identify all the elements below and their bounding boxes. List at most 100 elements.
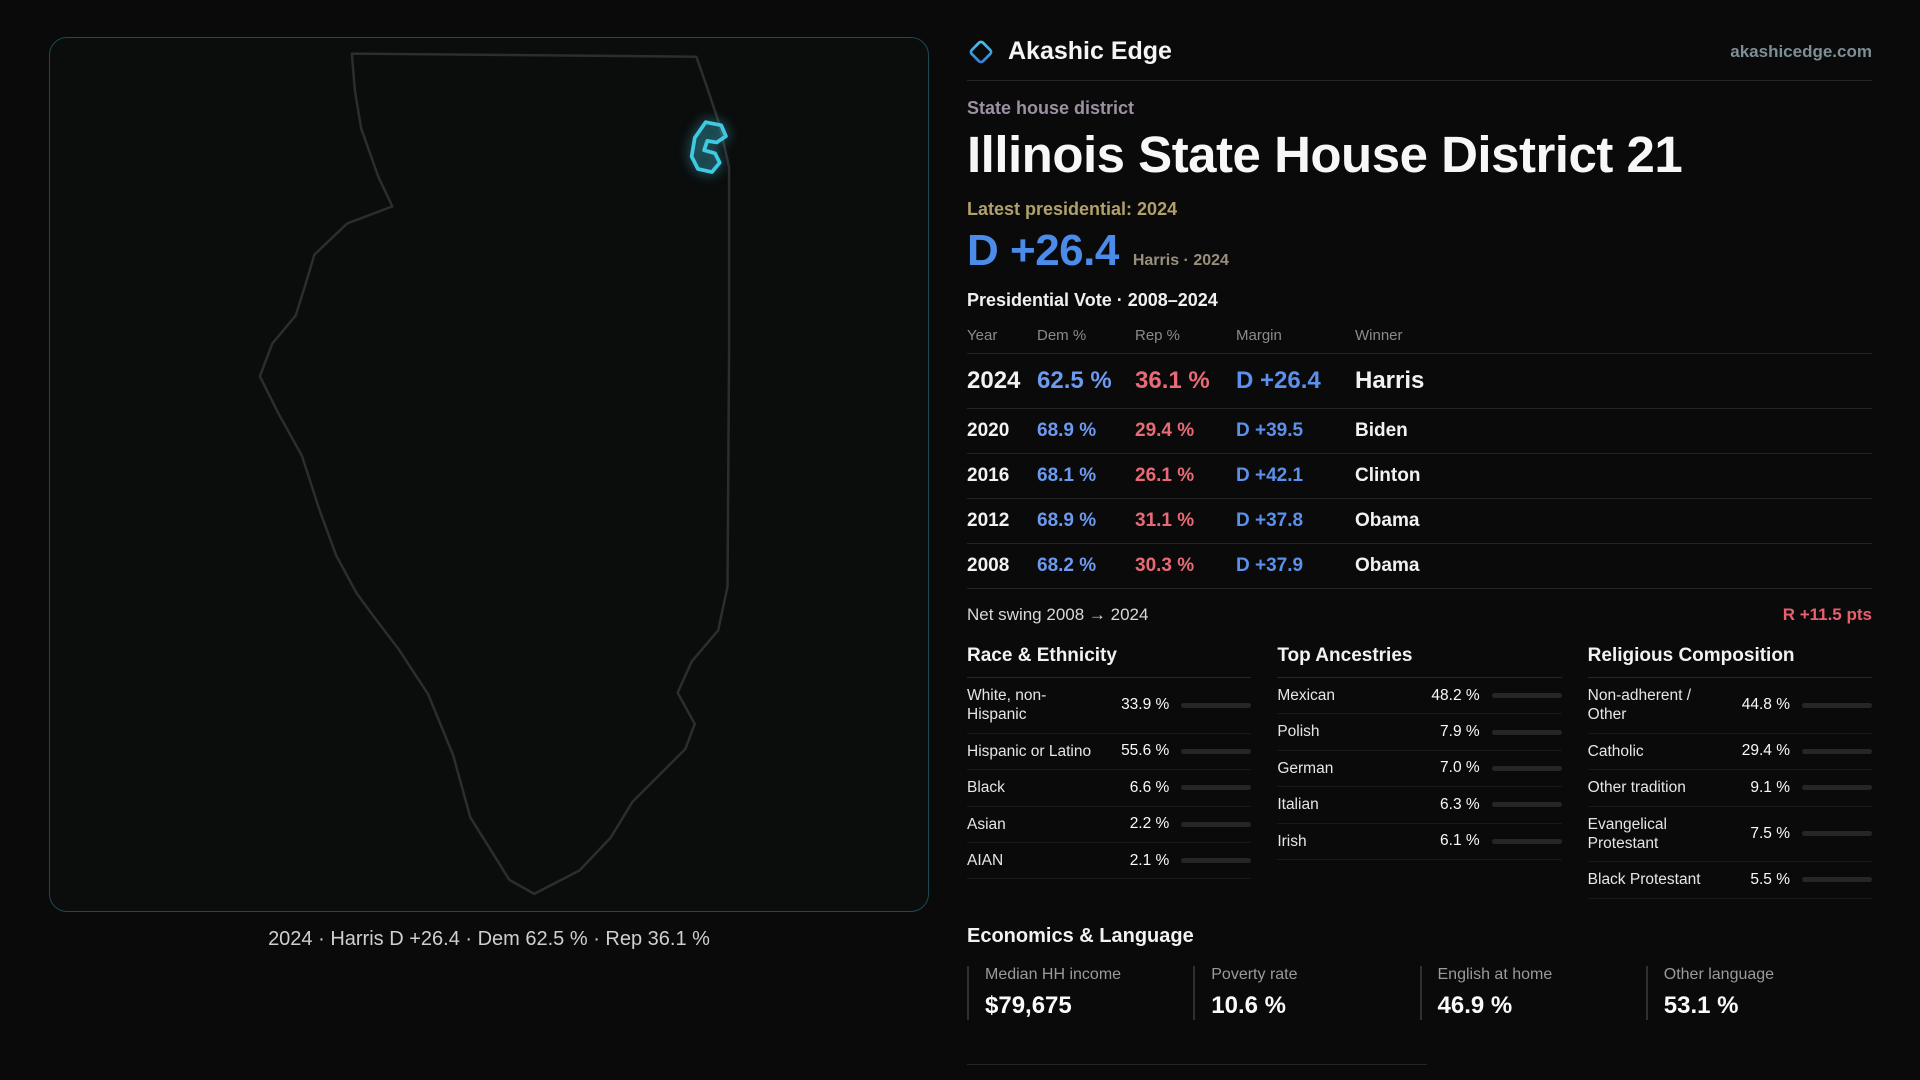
demographics-grid: Race & Ethnicity White, non-Hispanic 33.… bbox=[967, 645, 1872, 899]
race-ethnicity-title: Race & Ethnicity bbox=[967, 645, 1252, 678]
district-21-highlight[interactable] bbox=[689, 120, 728, 174]
cell-rep: 31.1 % bbox=[1135, 510, 1195, 531]
col-header-rep: Rep % bbox=[1135, 327, 1181, 344]
cell-year: 2012 bbox=[967, 510, 1010, 531]
header-bar: Akashic Edge akashicedge.com bbox=[967, 37, 1872, 81]
demo-row: Other tradition 9.1 % bbox=[1587, 770, 1872, 807]
ancestries-column: Top Ancestries Mexican 48.2 % Polish 7.9… bbox=[1277, 645, 1562, 899]
demo-bar-track bbox=[1181, 785, 1252, 791]
cell-winner: Obama bbox=[1355, 510, 1420, 531]
demo-value: 29.4 % bbox=[1741, 742, 1790, 760]
site-link[interactable]: akashicedge.com bbox=[1730, 41, 1872, 61]
demo-value: 6.3 % bbox=[1440, 795, 1480, 813]
demo-label: Black bbox=[967, 779, 1005, 797]
demo-value: 55.6 % bbox=[1121, 742, 1170, 760]
demo-label: Mexican bbox=[1277, 687, 1336, 704]
demo-bar-track bbox=[1491, 729, 1562, 735]
demo-label: Catholic bbox=[1587, 742, 1644, 760]
demo-bar-track bbox=[1802, 831, 1872, 837]
stat-value: 10.6 % bbox=[1211, 991, 1286, 1019]
cell-rep: 26.1 % bbox=[1135, 465, 1195, 486]
ancestries-title: Top Ancestries bbox=[1277, 645, 1562, 678]
demo-value: 44.8 % bbox=[1741, 696, 1790, 714]
demo-row: White, non-Hispanic 33.9 % bbox=[967, 678, 1252, 734]
demo-label: Black Protestant bbox=[1587, 871, 1701, 889]
demo-label: Polish bbox=[1277, 723, 1320, 741]
stat-value: 53.1 % bbox=[1663, 991, 1739, 1019]
illinois-state-outline bbox=[258, 52, 731, 896]
stat-label: Poverty rate bbox=[1211, 965, 1298, 983]
map-panel bbox=[49, 37, 929, 912]
headline-margin-sub: Harris · 2024 bbox=[1132, 252, 1229, 269]
demo-value: 33.9 % bbox=[1121, 696, 1170, 714]
cell-margin: D +39.5 bbox=[1236, 420, 1304, 441]
demo-label: Non-adherent / Other bbox=[1587, 687, 1692, 724]
cell-rep: 36.1 % bbox=[1135, 367, 1210, 394]
stat-median-income: Median HH income $79,675 bbox=[967, 965, 1193, 1020]
presidential-vote-table: Year Dem % Rep % Margin Winner 2024 62.5… bbox=[967, 321, 1872, 589]
footer-divider bbox=[967, 1063, 1427, 1065]
table-row-2016: 2016 68.1 % 26.1 % D +42.1 Clinton bbox=[967, 454, 1872, 499]
illinois-map bbox=[258, 52, 731, 896]
cell-dem: 68.2 % bbox=[1037, 555, 1097, 576]
cell-winner: Obama bbox=[1355, 555, 1420, 576]
cell-year: 2024 bbox=[967, 367, 1021, 394]
col-header-dem: Dem % bbox=[1037, 327, 1087, 344]
cell-year: 2008 bbox=[967, 555, 1010, 576]
demo-label: Italian bbox=[1277, 796, 1319, 814]
demo-row: German 7.0 % bbox=[1277, 751, 1562, 788]
demo-row: Irish 6.1 % bbox=[1277, 824, 1562, 860]
demo-bar-track bbox=[1491, 765, 1562, 771]
headline-margin-value: D +26.4 bbox=[967, 226, 1119, 275]
table-header-row: Year Dem % Rep % Margin Winner bbox=[967, 321, 1872, 354]
demo-label: AIAN bbox=[967, 851, 1004, 869]
demo-bar-track bbox=[1181, 821, 1252, 827]
cell-year: 2016 bbox=[967, 465, 1010, 486]
demo-value: 7.5 % bbox=[1750, 824, 1790, 842]
demo-row: Non-adherent / Other 44.8 % bbox=[1587, 678, 1872, 734]
cell-margin: D +37.8 bbox=[1236, 510, 1304, 531]
net-swing-row: Net swing 2008 → 2024 R +11.5 pts bbox=[967, 605, 1872, 625]
demo-label: German bbox=[1277, 759, 1334, 777]
stat-poverty-rate: Poverty rate 10.6 % bbox=[1193, 965, 1419, 1020]
stat-label: English at home bbox=[1437, 965, 1553, 983]
table-row-2024: 2024 62.5 % 36.1 % D +26.4 Harris bbox=[967, 354, 1872, 409]
demo-bar-track bbox=[1491, 693, 1562, 699]
demo-bar-track bbox=[1802, 748, 1872, 754]
demo-row: Catholic 29.4 % bbox=[1587, 734, 1872, 771]
table-row-2008: 2008 68.2 % 30.3 % D +37.9 Obama bbox=[967, 544, 1872, 589]
stat-english-at-home: English at home 46.9 % bbox=[1419, 965, 1646, 1020]
brand-name: Akashic Edge bbox=[1008, 37, 1172, 65]
map-caption: 2024 · Harris D +26.4 · Dem 62.5 % · Rep… bbox=[268, 928, 710, 950]
cell-winner: Harris bbox=[1355, 367, 1425, 394]
religion-title: Religious Composition bbox=[1587, 645, 1872, 678]
table-row-2020: 2020 68.9 % 29.4 % D +39.5 Biden bbox=[967, 409, 1872, 454]
cell-winner: Clinton bbox=[1355, 465, 1421, 486]
footer: Sources: Akashic Edge elections database… bbox=[967, 1063, 1872, 1080]
demo-value: 5.5 % bbox=[1750, 870, 1790, 888]
demo-bar-track bbox=[1491, 802, 1562, 808]
cell-rep: 30.3 % bbox=[1135, 555, 1195, 576]
demo-value: 2.1 % bbox=[1129, 851, 1170, 869]
demo-value: 6.6 % bbox=[1129, 778, 1170, 796]
demo-row: Hispanic or Latino 55.6 % bbox=[967, 734, 1252, 771]
stat-value: $79,675 bbox=[985, 991, 1072, 1019]
demo-row: Black 6.6 % bbox=[967, 770, 1252, 807]
cell-margin: D +42.1 bbox=[1236, 465, 1304, 486]
demo-row: Asian 2.2 % bbox=[967, 807, 1252, 843]
demo-label: Asian bbox=[967, 815, 1006, 833]
demo-value: 7.0 % bbox=[1440, 759, 1480, 777]
district-type-kicker: State house district bbox=[967, 98, 1135, 118]
demo-bar-track bbox=[1181, 748, 1252, 754]
net-swing-value: R +11.5 pts bbox=[1782, 605, 1872, 624]
col-header-winner: Winner bbox=[1355, 327, 1403, 344]
demo-label: Evangelical Protestant bbox=[1587, 815, 1667, 852]
cell-margin: D +26.4 bbox=[1236, 367, 1321, 394]
demo-row: Evangelical Protestant 7.5 % bbox=[1587, 807, 1872, 863]
demo-label: Other tradition bbox=[1587, 779, 1686, 797]
demo-row: Black Protestant 5.5 % bbox=[1587, 862, 1872, 899]
demo-bar-track bbox=[1181, 702, 1252, 708]
demo-value: 48.2 % bbox=[1431, 686, 1480, 704]
cell-dem: 68.1 % bbox=[1037, 465, 1097, 486]
